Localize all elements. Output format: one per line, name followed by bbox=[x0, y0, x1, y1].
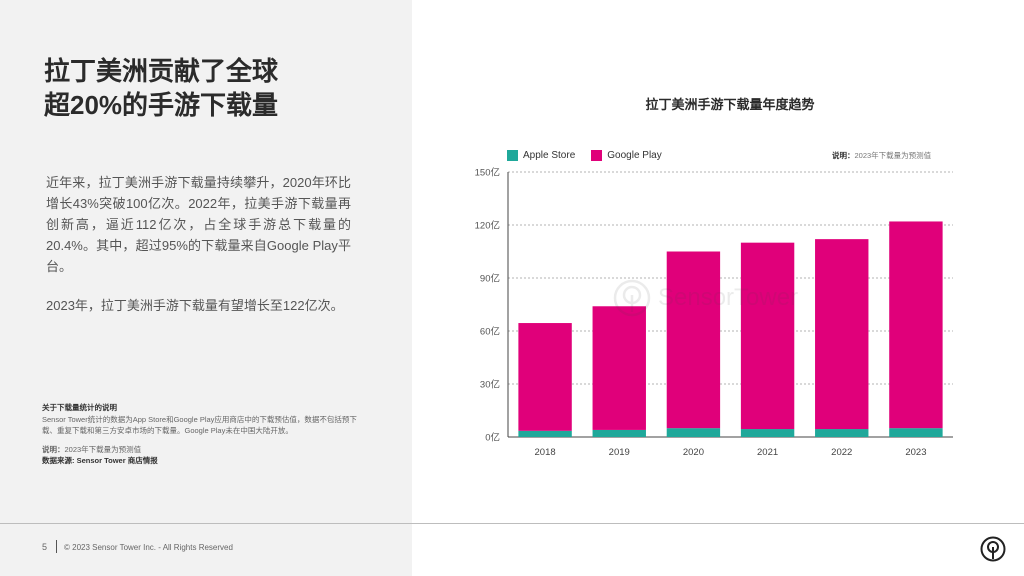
page-title-line-2: 超20%的手游下载量 bbox=[44, 90, 279, 120]
notes: 关于下载量统计的说明 Sensor Tower统计的数据为App Store和G… bbox=[42, 402, 362, 467]
bar-google-play bbox=[518, 323, 572, 431]
x-tick-label: 2019 bbox=[609, 447, 630, 458]
chart-legend: Apple Store Google Play bbox=[507, 148, 678, 162]
sensor-tower-logo-icon bbox=[980, 536, 1006, 562]
watermark-logo-icon bbox=[613, 279, 651, 317]
watermark-text: SensorTower bbox=[658, 284, 799, 311]
chart-title: 拉丁美洲手游下载量年度趋势 bbox=[645, 97, 815, 112]
chart-note-label: 说明： bbox=[832, 151, 855, 160]
notes-forecast-label: 说明： bbox=[42, 444, 65, 454]
legend-item-google: Google Play bbox=[591, 149, 662, 161]
notes-source: 数据来源: Sensor Tower 商店情报 bbox=[42, 456, 158, 465]
page-number-divider bbox=[56, 540, 57, 553]
notes-block: 关于下载量统计的说明 Sensor Tower统计的数据为App Store和G… bbox=[42, 402, 362, 437]
bar-apple-store bbox=[740, 429, 795, 437]
x-tick-label: 2018 bbox=[535, 447, 556, 458]
chart-note-text: 2023年下载量为预测值 bbox=[854, 151, 932, 160]
bar-google-play bbox=[889, 221, 943, 429]
footer-divider bbox=[0, 523, 1024, 524]
bar-google-play bbox=[740, 242, 795, 430]
legend-swatch-apple bbox=[507, 149, 518, 161]
chart-note: 说明：2023年下载量为预测值 bbox=[832, 150, 931, 161]
page-number: 5 bbox=[42, 542, 48, 552]
legend-label-apple: Apple Store bbox=[523, 149, 576, 161]
page-title-line-1: 拉丁美洲贡献了全球 bbox=[44, 56, 279, 86]
bar-google-play bbox=[592, 306, 646, 430]
body-paragraph-1: 近年来，拉丁美洲手游下载量持续攀升，2020年环比增长43%突破100亿次。20… bbox=[46, 175, 351, 274]
y-tick-label: 30亿 bbox=[480, 379, 500, 391]
notes-forecast: 说明：2023年下载量为预测值 bbox=[42, 444, 362, 456]
legend-item-apple: Apple Store bbox=[507, 149, 576, 161]
y-tick-label: 60亿 bbox=[480, 326, 500, 338]
x-tick-label: 2021 bbox=[757, 447, 778, 458]
x-tick-label: 2022 bbox=[831, 447, 852, 458]
x-tick-label: 2023 bbox=[905, 447, 926, 458]
legend-label-google: Google Play bbox=[607, 149, 662, 161]
bar-google-play bbox=[666, 251, 721, 429]
notes-title: 关于下载量统计的说明 bbox=[42, 403, 117, 412]
bar-apple-store bbox=[666, 428, 721, 437]
page-title: 拉丁美洲贡献了全球 超20%的手游下载量 bbox=[44, 54, 384, 122]
chart-plot: 0亿 30亿 60亿 90亿 120亿 150亿 2018 2019 2020 2021 2022 2… bbox=[475, 167, 953, 458]
notes-forecast-text: 2023年下载量为预测值 bbox=[64, 444, 142, 454]
bar-google-play bbox=[815, 239, 869, 430]
bar-apple-store bbox=[592, 429, 646, 437]
bar-apple-store bbox=[815, 429, 869, 437]
body-paragraph-2: 2023年，拉丁美洲手游下载量有望增长至122亿次。 bbox=[46, 298, 344, 313]
bar-apple-store bbox=[889, 428, 943, 437]
copyright: © 2023 Sensor Tower Inc. - All Rights Re… bbox=[64, 543, 233, 552]
body-text: 近年来，拉丁美洲手游下载量持续攀升，2020年环比增长43%突破100亿次。20… bbox=[46, 172, 351, 334]
notes-text: Sensor Tower统计的数据为App Store和Google Play应… bbox=[42, 414, 357, 436]
y-tick-label: 120亿 bbox=[475, 220, 500, 232]
legend-swatch-google bbox=[591, 149, 603, 161]
y-tick-label: 0亿 bbox=[485, 432, 500, 444]
y-tick-label: 150亿 bbox=[475, 167, 500, 179]
left-panel bbox=[0, 0, 412, 576]
watermark: SensorTower bbox=[612, 278, 798, 318]
x-tick-label: 2020 bbox=[683, 447, 704, 458]
y-tick-label: 90亿 bbox=[480, 273, 500, 285]
bar-apple-store bbox=[518, 430, 572, 437]
